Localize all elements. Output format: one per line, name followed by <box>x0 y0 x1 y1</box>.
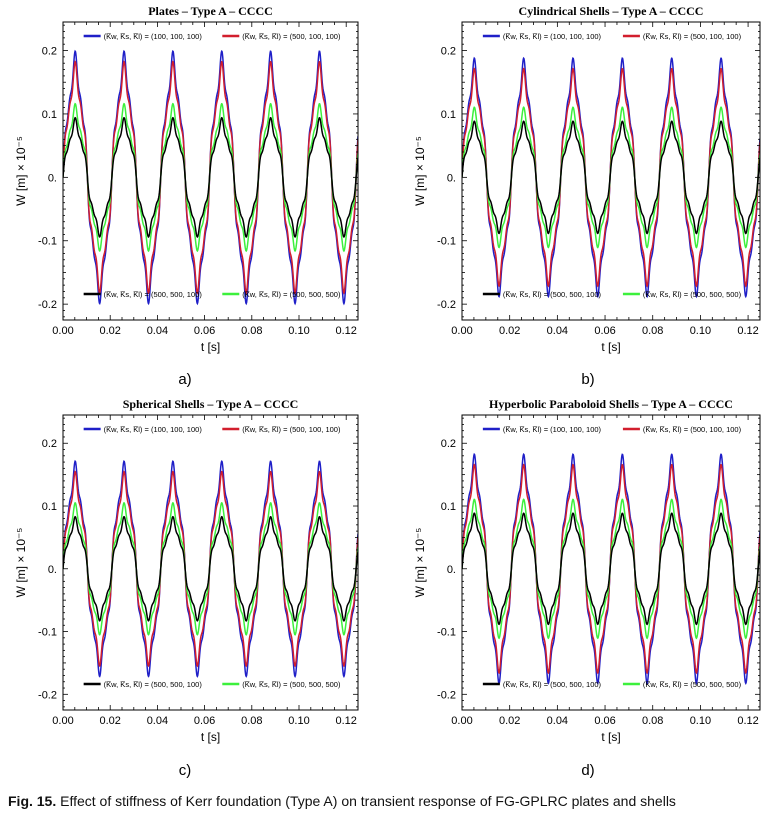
y-tick-label: 0.2 <box>42 438 57 450</box>
legend-label-4: (K̅w, K̅s, K̅l) = (500, 500, 500) <box>242 680 341 689</box>
x-tick-label: 0.06 <box>594 715 615 727</box>
y-tick-label: 0.2 <box>441 46 456 58</box>
x-tick-label: 0.00 <box>451 325 472 337</box>
y-tick-label: -0.1 <box>38 236 57 248</box>
y-tick-label: 0.1 <box>441 501 456 513</box>
x-tick-label: 0.02 <box>99 325 120 337</box>
x-tick-label: 0.08 <box>642 715 663 727</box>
x-tick-label: 0.10 <box>288 715 309 727</box>
x-tick-label: 0.02 <box>499 325 520 337</box>
x-tick-label: 0.04 <box>547 715 568 727</box>
chart-panel-2: 0.00 0.02 0.04 0.06 0.08 0.10 0.12 -0.2 -0.1 0. 0.… <box>413 4 761 388</box>
y-tick-label: 0.1 <box>441 109 456 121</box>
x-tick-label: 0.00 <box>52 325 73 337</box>
x-tick-label: 0.00 <box>52 715 73 727</box>
series-line-3 <box>63 116 358 239</box>
y-axis-label: W [m] × 10⁻⁵ <box>14 136 28 206</box>
caption-text: Effect of stiffness of Kerr foundation (… <box>56 793 676 809</box>
y-tick-label: 0. <box>447 172 456 184</box>
y-axis-label: W [m] × 10⁻⁵ <box>413 528 427 598</box>
y-axis-label: W [m] × 10⁻⁵ <box>14 528 28 598</box>
y-tick-label: 0. <box>48 172 57 184</box>
x-tick-label: 0.06 <box>194 715 215 727</box>
x-tick-label: 0.08 <box>241 325 262 337</box>
chart-panel-3: 0.00 0.02 0.04 0.06 0.08 0.10 0.12 -0.2 -0.1 0. 0.… <box>14 397 359 779</box>
legend-label-1: (K̅w, K̅s, K̅l) = (100, 100, 100) <box>503 32 602 41</box>
panel-caption: c) <box>179 762 192 779</box>
x-axis-label: t [s] <box>201 730 220 744</box>
legend-label-3: (K̅w, K̅s, K̅l) = (500, 500, 100) <box>104 290 203 299</box>
chart-title: Cylindrical Shells – Type A – CCCC <box>519 4 704 18</box>
legend-label-3: (K̅w, K̅s, K̅l) = (500, 500, 100) <box>104 680 203 689</box>
x-tick-label: 0.02 <box>99 715 120 727</box>
x-tick-label: 0.00 <box>451 715 472 727</box>
series-line-3 <box>462 512 760 626</box>
x-tick-label: 0.04 <box>547 325 568 337</box>
legend-label-4: (K̅w, K̅s, K̅l) = (500, 500, 500) <box>242 290 341 299</box>
legend-label-2: (K̅w, K̅s, K̅l) = (500, 100, 100) <box>643 425 742 434</box>
series-line-3 <box>462 120 760 235</box>
figure-caption: Fig. 15. Effect of stiffness of Kerr fou… <box>8 793 776 809</box>
y-tick-label: 0.1 <box>42 109 57 121</box>
legend-label-4: (K̅w, K̅s, K̅l) = (500, 500, 500) <box>643 290 742 299</box>
chart-panel-4: 0.00 0.02 0.04 0.06 0.08 0.10 0.12 -0.2 -0.1 0. 0.… <box>413 397 761 779</box>
legend-label-1: (K̅w, K̅s, K̅l) = (100, 100, 100) <box>503 425 602 434</box>
x-tick-label: 0.04 <box>147 715 168 727</box>
legend-label-2: (K̅w, K̅s, K̅l) = (500, 100, 100) <box>242 425 341 434</box>
figure-canvas: 0.00 0.02 0.04 0.06 0.08 0.10 0.12 -0.2 -0.1 0. 0.… <box>14 4 761 779</box>
x-axis-label: t [s] <box>601 340 620 354</box>
y-tick-label: 0.1 <box>42 501 57 513</box>
x-tick-label: 0.06 <box>194 325 215 337</box>
panel-caption: b) <box>581 371 594 388</box>
y-tick-label: 0.2 <box>441 438 456 450</box>
y-tick-label: -0.1 <box>437 236 456 248</box>
x-axis-label: t [s] <box>201 340 220 354</box>
y-tick-label: -0.2 <box>38 299 57 311</box>
y-tick-label: -0.1 <box>437 627 456 639</box>
x-tick-label: 0.12 <box>335 715 356 727</box>
x-axis-label: t [s] <box>601 730 620 744</box>
x-tick-label: 0.08 <box>241 715 262 727</box>
x-tick-label: 0.06 <box>594 325 615 337</box>
y-tick-label: 0. <box>447 564 456 576</box>
y-tick-label: -0.1 <box>38 627 57 639</box>
x-tick-label: 0.02 <box>499 715 520 727</box>
x-tick-label: 0.12 <box>335 325 356 337</box>
series-line-3 <box>63 515 358 622</box>
chart-title: Plates – Type A – CCCC <box>148 4 273 18</box>
legend-label-3: (K̅w, K̅s, K̅l) = (500, 500, 100) <box>503 290 602 299</box>
chart-panel-1: 0.00 0.02 0.04 0.06 0.08 0.10 0.12 -0.2 -0.1 0. 0.… <box>14 4 359 388</box>
y-tick-label: -0.2 <box>437 689 456 701</box>
x-tick-label: 0.08 <box>642 325 663 337</box>
x-tick-label: 0.12 <box>737 325 758 337</box>
legend-label-3: (K̅w, K̅s, K̅l) = (500, 500, 100) <box>503 680 602 689</box>
y-tick-label: 0.2 <box>42 46 57 58</box>
chart-title: Spherical Shells – Type A – CCCC <box>123 397 299 411</box>
x-tick-label: 0.10 <box>288 325 309 337</box>
y-tick-label: -0.2 <box>38 689 57 701</box>
x-tick-label: 0.04 <box>147 325 168 337</box>
legend-label-2: (K̅w, K̅s, K̅l) = (500, 100, 100) <box>242 32 341 41</box>
legend-label-2: (K̅w, K̅s, K̅l) = (500, 100, 100) <box>643 32 742 41</box>
legend-label-1: (K̅w, K̅s, K̅l) = (100, 100, 100) <box>104 32 203 41</box>
legend-label-1: (K̅w, K̅s, K̅l) = (100, 100, 100) <box>104 425 203 434</box>
panel-caption: a) <box>178 371 191 388</box>
caption-label: Fig. 15. <box>8 793 57 809</box>
panel-caption: d) <box>581 762 594 779</box>
legend-label-4: (K̅w, K̅s, K̅l) = (500, 500, 500) <box>643 680 742 689</box>
x-tick-label: 0.10 <box>690 325 711 337</box>
y-tick-label: 0. <box>48 564 57 576</box>
x-tick-label: 0.12 <box>737 715 758 727</box>
chart-title: Hyperbolic Paraboloid Shells – Type A – … <box>489 397 733 411</box>
y-tick-label: -0.2 <box>437 299 456 311</box>
x-tick-label: 0.10 <box>690 715 711 727</box>
y-axis-label: W [m] × 10⁻⁵ <box>413 136 427 206</box>
